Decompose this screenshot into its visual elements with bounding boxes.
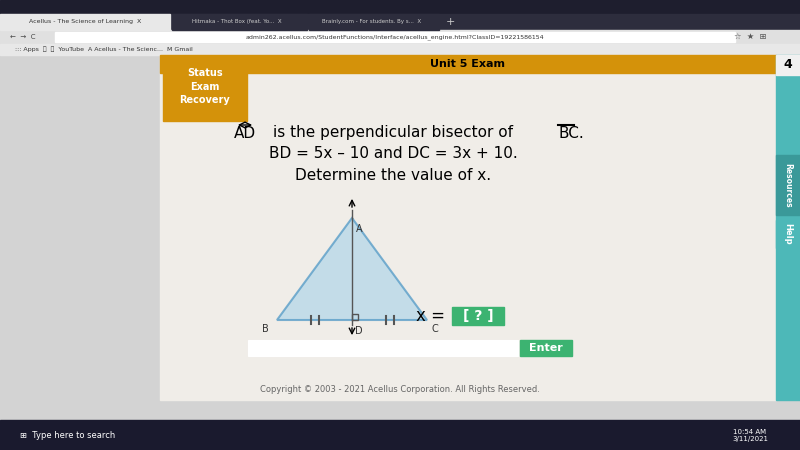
Text: D: D [355, 326, 362, 336]
Text: Recovery: Recovery [180, 95, 230, 105]
Bar [0, 420, 800, 450]
Text: BD = 5x – 10 and DC = 3x + 10.: BD = 5x – 10 and DC = 3x + 10. [269, 147, 518, 162]
Text: +: + [446, 17, 454, 27]
Text: Determine the value of x.: Determine the value of x. [295, 167, 491, 183]
Text: Resources: Resources [783, 163, 793, 207]
Bar [352, 314, 358, 320]
Text: Enter: Enter [529, 343, 563, 353]
Bar [776, 55, 800, 75]
Bar [172, 14, 307, 30]
Polygon shape [277, 218, 427, 320]
Text: Brainly.com - For students. By s...  X: Brainly.com - For students. By s... X [322, 19, 422, 24]
Bar [0, 0, 800, 14]
Bar [160, 55, 776, 400]
Bar [776, 220, 800, 248]
Text: 10:54 AM
3/11/2021: 10:54 AM 3/11/2021 [732, 428, 768, 441]
Text: Acellus - The Science of Learning  X: Acellus - The Science of Learning X [29, 19, 141, 24]
Text: [ ? ]: [ ? ] [462, 309, 494, 323]
Bar [163, 63, 247, 121]
Text: A: A [356, 224, 362, 234]
Text: Copyright © 2003 - 2021 Acellus Corporation. All Rights Reserved.: Copyright © 2003 - 2021 Acellus Corporat… [260, 386, 540, 395]
Text: is the perpendicular bisector of: is the perpendicular bisector of [273, 126, 513, 140]
Text: Unit 5 Exam: Unit 5 Exam [430, 59, 506, 69]
Text: Hitmaka - Thot Box (feat. Yo...  X: Hitmaka - Thot Box (feat. Yo... X [192, 19, 282, 24]
Text: Help: Help [783, 223, 793, 245]
Bar [776, 155, 800, 215]
Bar [520, 340, 572, 356]
Bar [0, 14, 800, 30]
Bar [309, 14, 439, 30]
Text: B: B [262, 324, 269, 334]
Text: admin262.acellus.com/StudentFunctions/Interface/acellus_engine.html?ClassID=1922: admin262.acellus.com/StudentFunctions/In… [246, 34, 544, 40]
Bar [248, 340, 518, 356]
Text: ☆  ★  ⊞: ☆ ★ ⊞ [734, 32, 766, 41]
Text: Exam: Exam [190, 82, 220, 92]
Bar [0, 44, 800, 55]
Bar [0, 14, 170, 30]
Text: Status: Status [187, 68, 223, 78]
Text: ::: Apps  🔴  🔴  YouTube  A Acellus - The Scienc...  M Gmail: ::: Apps 🔴 🔴 YouTube A Acellus - The Sci… [15, 47, 193, 52]
Text: AD: AD [234, 126, 256, 140]
Text: ⊞  Type here to search: ⊞ Type here to search [20, 431, 115, 440]
Text: x =: x = [416, 307, 450, 325]
Bar [0, 30, 800, 44]
Text: ←  →  C: ← → C [10, 34, 35, 40]
Bar [452, 307, 504, 325]
Bar [55, 32, 735, 42]
Bar [776, 55, 800, 400]
Text: 4: 4 [784, 58, 792, 72]
Bar [160, 55, 776, 73]
Text: BC.: BC. [558, 126, 584, 140]
Text: C: C [431, 324, 438, 334]
